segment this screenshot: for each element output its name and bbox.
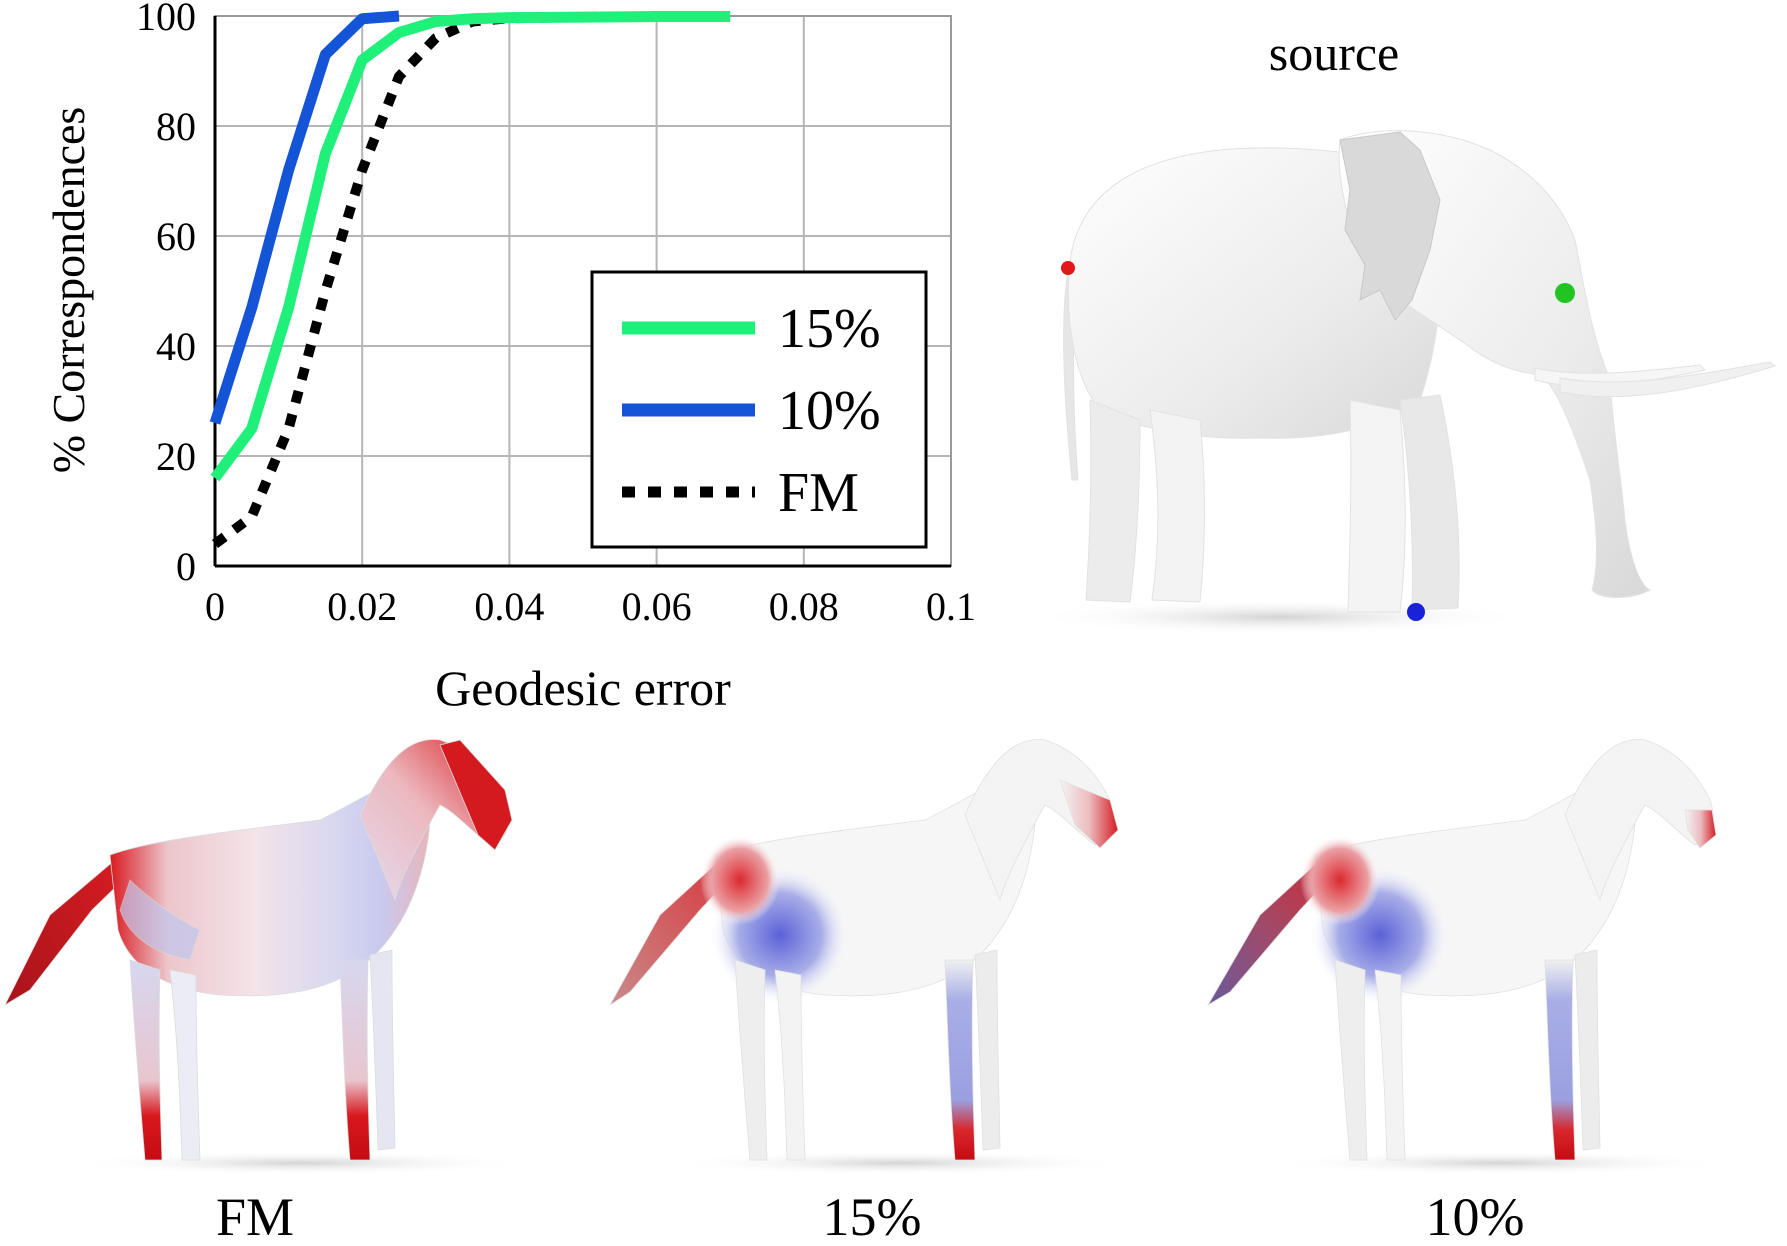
legend-label: FM [778, 462, 859, 524]
elephant-shadow [1030, 599, 1530, 635]
source-label: source [1269, 25, 1400, 81]
horse-shadow [70, 1151, 530, 1175]
y-axis-label: % Correspondences [43, 107, 94, 474]
landmark-dot-blue [1407, 603, 1425, 621]
caption-10: 10% [1426, 1187, 1525, 1246]
horse-15 [609, 739, 1130, 1175]
y-tick-label: 40 [156, 324, 196, 369]
horse-10-mesh [1206, 739, 1717, 1161]
series-line-15pct [210, 11, 731, 482]
x-tick-label: 0.02 [327, 584, 397, 629]
caption-fm: FM [216, 1187, 294, 1246]
x-tick-label: 0.08 [769, 584, 839, 629]
x-tick-label: 0.1 [926, 584, 976, 629]
landmark-dot-red [1061, 261, 1075, 275]
caption-15: 15% [823, 1187, 922, 1246]
source-elephant-panel: source [1030, 25, 1777, 635]
series-line-10pct [209, 10, 400, 425]
x-tick-label: 0.04 [474, 584, 544, 629]
series-layer [209, 10, 731, 549]
legend-label: 10% [778, 380, 881, 442]
chart: 0 20 40 60 80 100 0 0.02 0.04 0.06 0.08 0.1 % Corr… [43, 0, 976, 716]
y-tick-label: 20 [156, 434, 196, 479]
x-tick-label: 0.06 [622, 584, 692, 629]
y-tick-label: 100 [136, 0, 196, 39]
horse-shadow [1270, 1151, 1730, 1175]
legend: 15% 10% FM [590, 270, 928, 549]
legend-items: 15% 10% FM [622, 298, 881, 524]
horse-fm-mesh [4, 739, 513, 1161]
horse-10 [1206, 739, 1730, 1175]
elephant-mesh [1063, 130, 1777, 613]
horse-fm [4, 739, 530, 1175]
horse-15-mesh [609, 739, 1119, 1161]
landmark-dot-green [1555, 283, 1575, 303]
horse-shadow [670, 1151, 1130, 1175]
x-tick-label: 0 [205, 584, 225, 629]
y-tick-label: 0 [176, 544, 196, 589]
legend-label: 15% [778, 298, 881, 360]
x-tick-labels: 0 0.02 0.04 0.06 0.08 0.1 [205, 584, 976, 629]
y-tick-labels: 0 20 40 60 80 100 [136, 0, 196, 589]
x-axis-label: Geodesic error [435, 660, 731, 716]
y-tick-label: 60 [156, 214, 196, 259]
y-tick-label: 80 [156, 104, 196, 149]
